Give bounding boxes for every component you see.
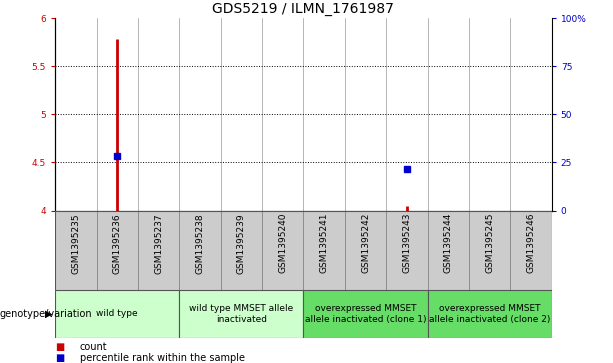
Text: ▶: ▶ bbox=[45, 309, 52, 319]
Text: overexpressed MMSET
allele inactivated (clone 2): overexpressed MMSET allele inactivated (… bbox=[429, 304, 550, 324]
Text: GSM1395245: GSM1395245 bbox=[485, 213, 494, 273]
Text: GSM1395241: GSM1395241 bbox=[319, 213, 329, 273]
Bar bbox=[303, 211, 345, 290]
Bar bbox=[428, 211, 469, 290]
Title: GDS5219 / ILMN_1761987: GDS5219 / ILMN_1761987 bbox=[213, 2, 394, 16]
Bar bbox=[262, 211, 303, 290]
Bar bbox=[221, 211, 262, 290]
Bar bbox=[386, 211, 427, 290]
Text: wild type: wild type bbox=[96, 310, 138, 318]
Bar bbox=[345, 211, 386, 290]
Bar bbox=[510, 211, 552, 290]
Bar bbox=[55, 211, 96, 290]
Text: ■: ■ bbox=[55, 342, 64, 352]
Text: GSM1395243: GSM1395243 bbox=[402, 213, 411, 273]
Text: GSM1395239: GSM1395239 bbox=[237, 213, 246, 274]
Text: GSM1395242: GSM1395242 bbox=[361, 213, 370, 273]
Text: count: count bbox=[80, 342, 107, 352]
Text: overexpressed MMSET
allele inactivated (clone 1): overexpressed MMSET allele inactivated (… bbox=[305, 304, 426, 324]
Bar bbox=[96, 211, 138, 290]
Text: GSM1395246: GSM1395246 bbox=[527, 213, 536, 273]
Bar bbox=[469, 211, 510, 290]
Text: GSM1395240: GSM1395240 bbox=[278, 213, 287, 273]
Bar bbox=[138, 211, 179, 290]
Text: GSM1395235: GSM1395235 bbox=[71, 213, 80, 274]
Bar bbox=[55, 290, 179, 338]
Text: GSM1395238: GSM1395238 bbox=[196, 213, 205, 274]
Text: GSM1395244: GSM1395244 bbox=[444, 213, 453, 273]
Text: ■: ■ bbox=[55, 352, 64, 363]
Bar bbox=[303, 290, 427, 338]
Bar bbox=[428, 290, 552, 338]
Text: GSM1395237: GSM1395237 bbox=[154, 213, 163, 274]
Bar bbox=[179, 290, 303, 338]
Text: GSM1395236: GSM1395236 bbox=[113, 213, 122, 274]
Bar bbox=[179, 211, 221, 290]
Text: genotype/variation: genotype/variation bbox=[0, 309, 93, 319]
Text: wild type MMSET allele
inactivated: wild type MMSET allele inactivated bbox=[189, 304, 294, 324]
Text: percentile rank within the sample: percentile rank within the sample bbox=[80, 352, 245, 363]
